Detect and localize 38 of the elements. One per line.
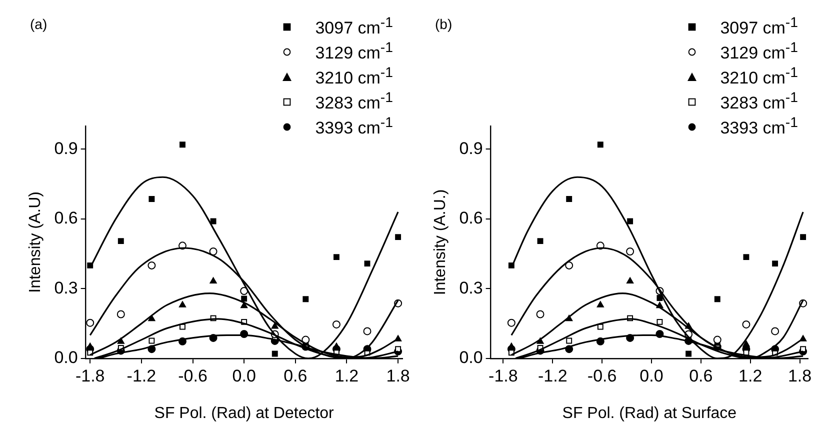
x-axis-title: SF Pol. (Rad) at Surface (562, 404, 737, 422)
y-tick-label: 0.9 (54, 138, 78, 158)
y-tick-label: 0.6 (54, 208, 78, 228)
x-tick-label: 0.6 (284, 366, 308, 386)
x-tick-label: -1.2 (538, 366, 568, 386)
y-tick-label: 0.6 (459, 208, 483, 228)
legend-label: 3393 cm$^{-1}$ (720, 114, 798, 138)
x-axis-title: SF Pol. (Rad) at Detector (154, 404, 335, 422)
y-axis-title: Intensity (A.U.) (432, 189, 450, 296)
y-tick-label: 0.9 (459, 138, 483, 158)
y-tick-label: 0.0 (54, 348, 78, 368)
x-tick-label: -1.8 (75, 366, 105, 386)
x-tick-label: -0.6 (178, 366, 208, 386)
legend-label: 3097 cm$^{-1}$ (720, 14, 798, 38)
legend-label: 3210 cm$^{-1}$ (315, 64, 393, 88)
x-tick-label: 0.6 (689, 366, 713, 386)
y-axis-title: Intensity (A.U) (27, 192, 44, 293)
legend-label: 3129 cm$^{-1}$ (315, 40, 393, 64)
legend-label: 3129 cm$^{-1}$ (720, 40, 798, 64)
x-tick-label: 1.8 (788, 366, 812, 386)
y-tick-label: 0.0 (459, 348, 483, 368)
x-tick-label: 1.2 (334, 366, 359, 386)
chart-title: (a) (30, 16, 48, 32)
x-tick-label: 0.0 (232, 366, 256, 386)
legend-label: 3283 cm$^{-1}$ (315, 90, 393, 114)
x-tick-label: -0.6 (587, 366, 617, 386)
legend-label: 3097 cm$^{-1}$ (315, 14, 393, 38)
legend-label: 3210 cm$^{-1}$ (720, 64, 798, 88)
y-tick-label: 0.3 (54, 278, 78, 298)
x-tick-label: -1.2 (126, 366, 156, 386)
x-tick-label: 1.2 (738, 366, 762, 386)
legend-label: 3283 cm$^{-1}$ (720, 90, 798, 114)
x-tick-label: 1.8 (386, 366, 410, 386)
legend-label: 3393 cm$^{-1}$ (315, 114, 393, 138)
y-tick-label: 0.3 (459, 278, 483, 298)
chart-title: (b) (435, 16, 452, 32)
x-tick-label: -1.8 (488, 366, 518, 386)
x-tick-label: 0.0 (640, 366, 664, 386)
